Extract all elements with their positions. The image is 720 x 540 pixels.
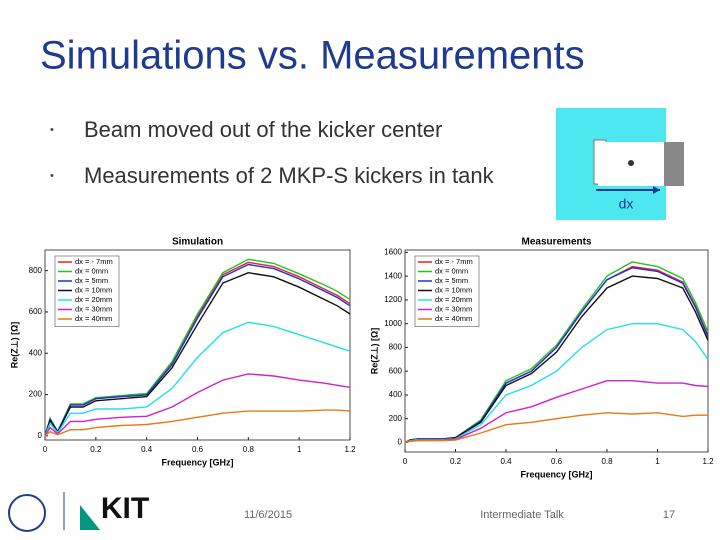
legend-entry: dx = 30mm	[75, 304, 112, 313]
x-tick-label: 0.8	[601, 457, 613, 466]
cern-logo	[8, 494, 46, 532]
beam-dot	[628, 160, 634, 166]
diagram-label: dx	[619, 196, 634, 212]
legend-entry: dx = 0mm	[435, 266, 468, 275]
kit-logo-mark	[80, 505, 100, 530]
series-line	[44, 321, 351, 437]
legend-entry: dx = 20mm	[435, 295, 472, 304]
bullet-dot: •	[50, 124, 54, 136]
legend-entry: dx = 0mm	[75, 266, 108, 275]
x-tick-label: 0	[43, 445, 48, 454]
y-tick-label: 400	[29, 348, 43, 357]
legend-entry: dx = 40mm	[435, 314, 472, 323]
legend-entry: dx = 5mm	[435, 276, 468, 285]
y-axis-label: Re(Z⊥) [Ω]	[369, 328, 379, 375]
x-tick-label: 0.2	[90, 445, 102, 454]
x-tick-label: 0.4	[500, 457, 512, 466]
footer-date: 11/6/2015	[244, 509, 292, 521]
bullet: Beam moved out of the kicker center	[84, 117, 442, 142]
legend-entry: dx = 5mm	[75, 276, 108, 285]
y-tick-label: 1000	[384, 319, 402, 328]
y-tick-label: 200	[389, 414, 403, 423]
x-tick-label: 1	[297, 445, 302, 454]
x-axis-label: Frequency [GHz]	[520, 469, 592, 479]
series-line	[44, 373, 351, 437]
y-tick-label: 400	[389, 390, 403, 399]
x-tick-label: 0.4	[141, 445, 153, 454]
series-line	[404, 412, 708, 444]
bullet: Measurements of 2 MKP-S kickers in tank	[84, 163, 495, 188]
legend-entry: dx = 30mm	[435, 304, 472, 313]
x-tick-label: 0.6	[192, 445, 204, 454]
y-tick-label: 600	[29, 307, 43, 316]
y-tick-label: 0	[398, 438, 403, 447]
chart-title: Measurements	[521, 237, 591, 248]
x-tick-label: 0	[403, 457, 408, 466]
x-tick-label: 1	[655, 457, 660, 466]
slide-title: Simulations vs. Measurements	[40, 34, 585, 78]
legend-entry: dx = 10mm	[75, 285, 112, 294]
legend-entry: dx = 10mm	[435, 285, 472, 294]
y-tick-label: 1600	[384, 247, 402, 256]
dx-arrowhead	[653, 186, 660, 194]
x-tick-label: 1.2	[702, 457, 714, 466]
legend-entry: dx = - 7mm	[75, 257, 113, 266]
y-tick-label: 1400	[384, 271, 402, 280]
bullet-dot: •	[50, 170, 54, 182]
y-tick-label: 200	[29, 390, 43, 399]
series-line	[44, 271, 351, 437]
series-line	[44, 263, 351, 437]
x-axis-label: Frequency [GHz]	[161, 457, 233, 467]
chart-title: Simulation	[172, 237, 223, 248]
footer-page: 17	[663, 509, 675, 521]
kit-logo: KIT	[101, 492, 149, 525]
x-tick-label: 1.2	[344, 445, 356, 454]
legend-entry: dx = 40mm	[75, 314, 112, 323]
footer-talk: Intermediate Talk	[480, 509, 564, 521]
y-tick-label: 800	[389, 343, 403, 352]
y-tick-label: 1200	[384, 295, 402, 304]
y-tick-label: 800	[29, 266, 43, 275]
y-axis-label: Re(Z⊥) [Ω]	[9, 322, 19, 369]
legend-entry: dx = 20mm	[75, 295, 112, 304]
y-tick-label: 0	[38, 431, 43, 440]
kicker-plate	[664, 142, 684, 186]
y-tick-label: 600	[389, 366, 403, 375]
legend-box	[54, 255, 120, 327]
legend-entry: dx = - 7mm	[435, 257, 473, 266]
x-tick-label: 0.6	[551, 457, 563, 466]
x-tick-label: 0.8	[243, 445, 255, 454]
series-line	[44, 409, 351, 437]
x-tick-label: 0.2	[450, 457, 462, 466]
